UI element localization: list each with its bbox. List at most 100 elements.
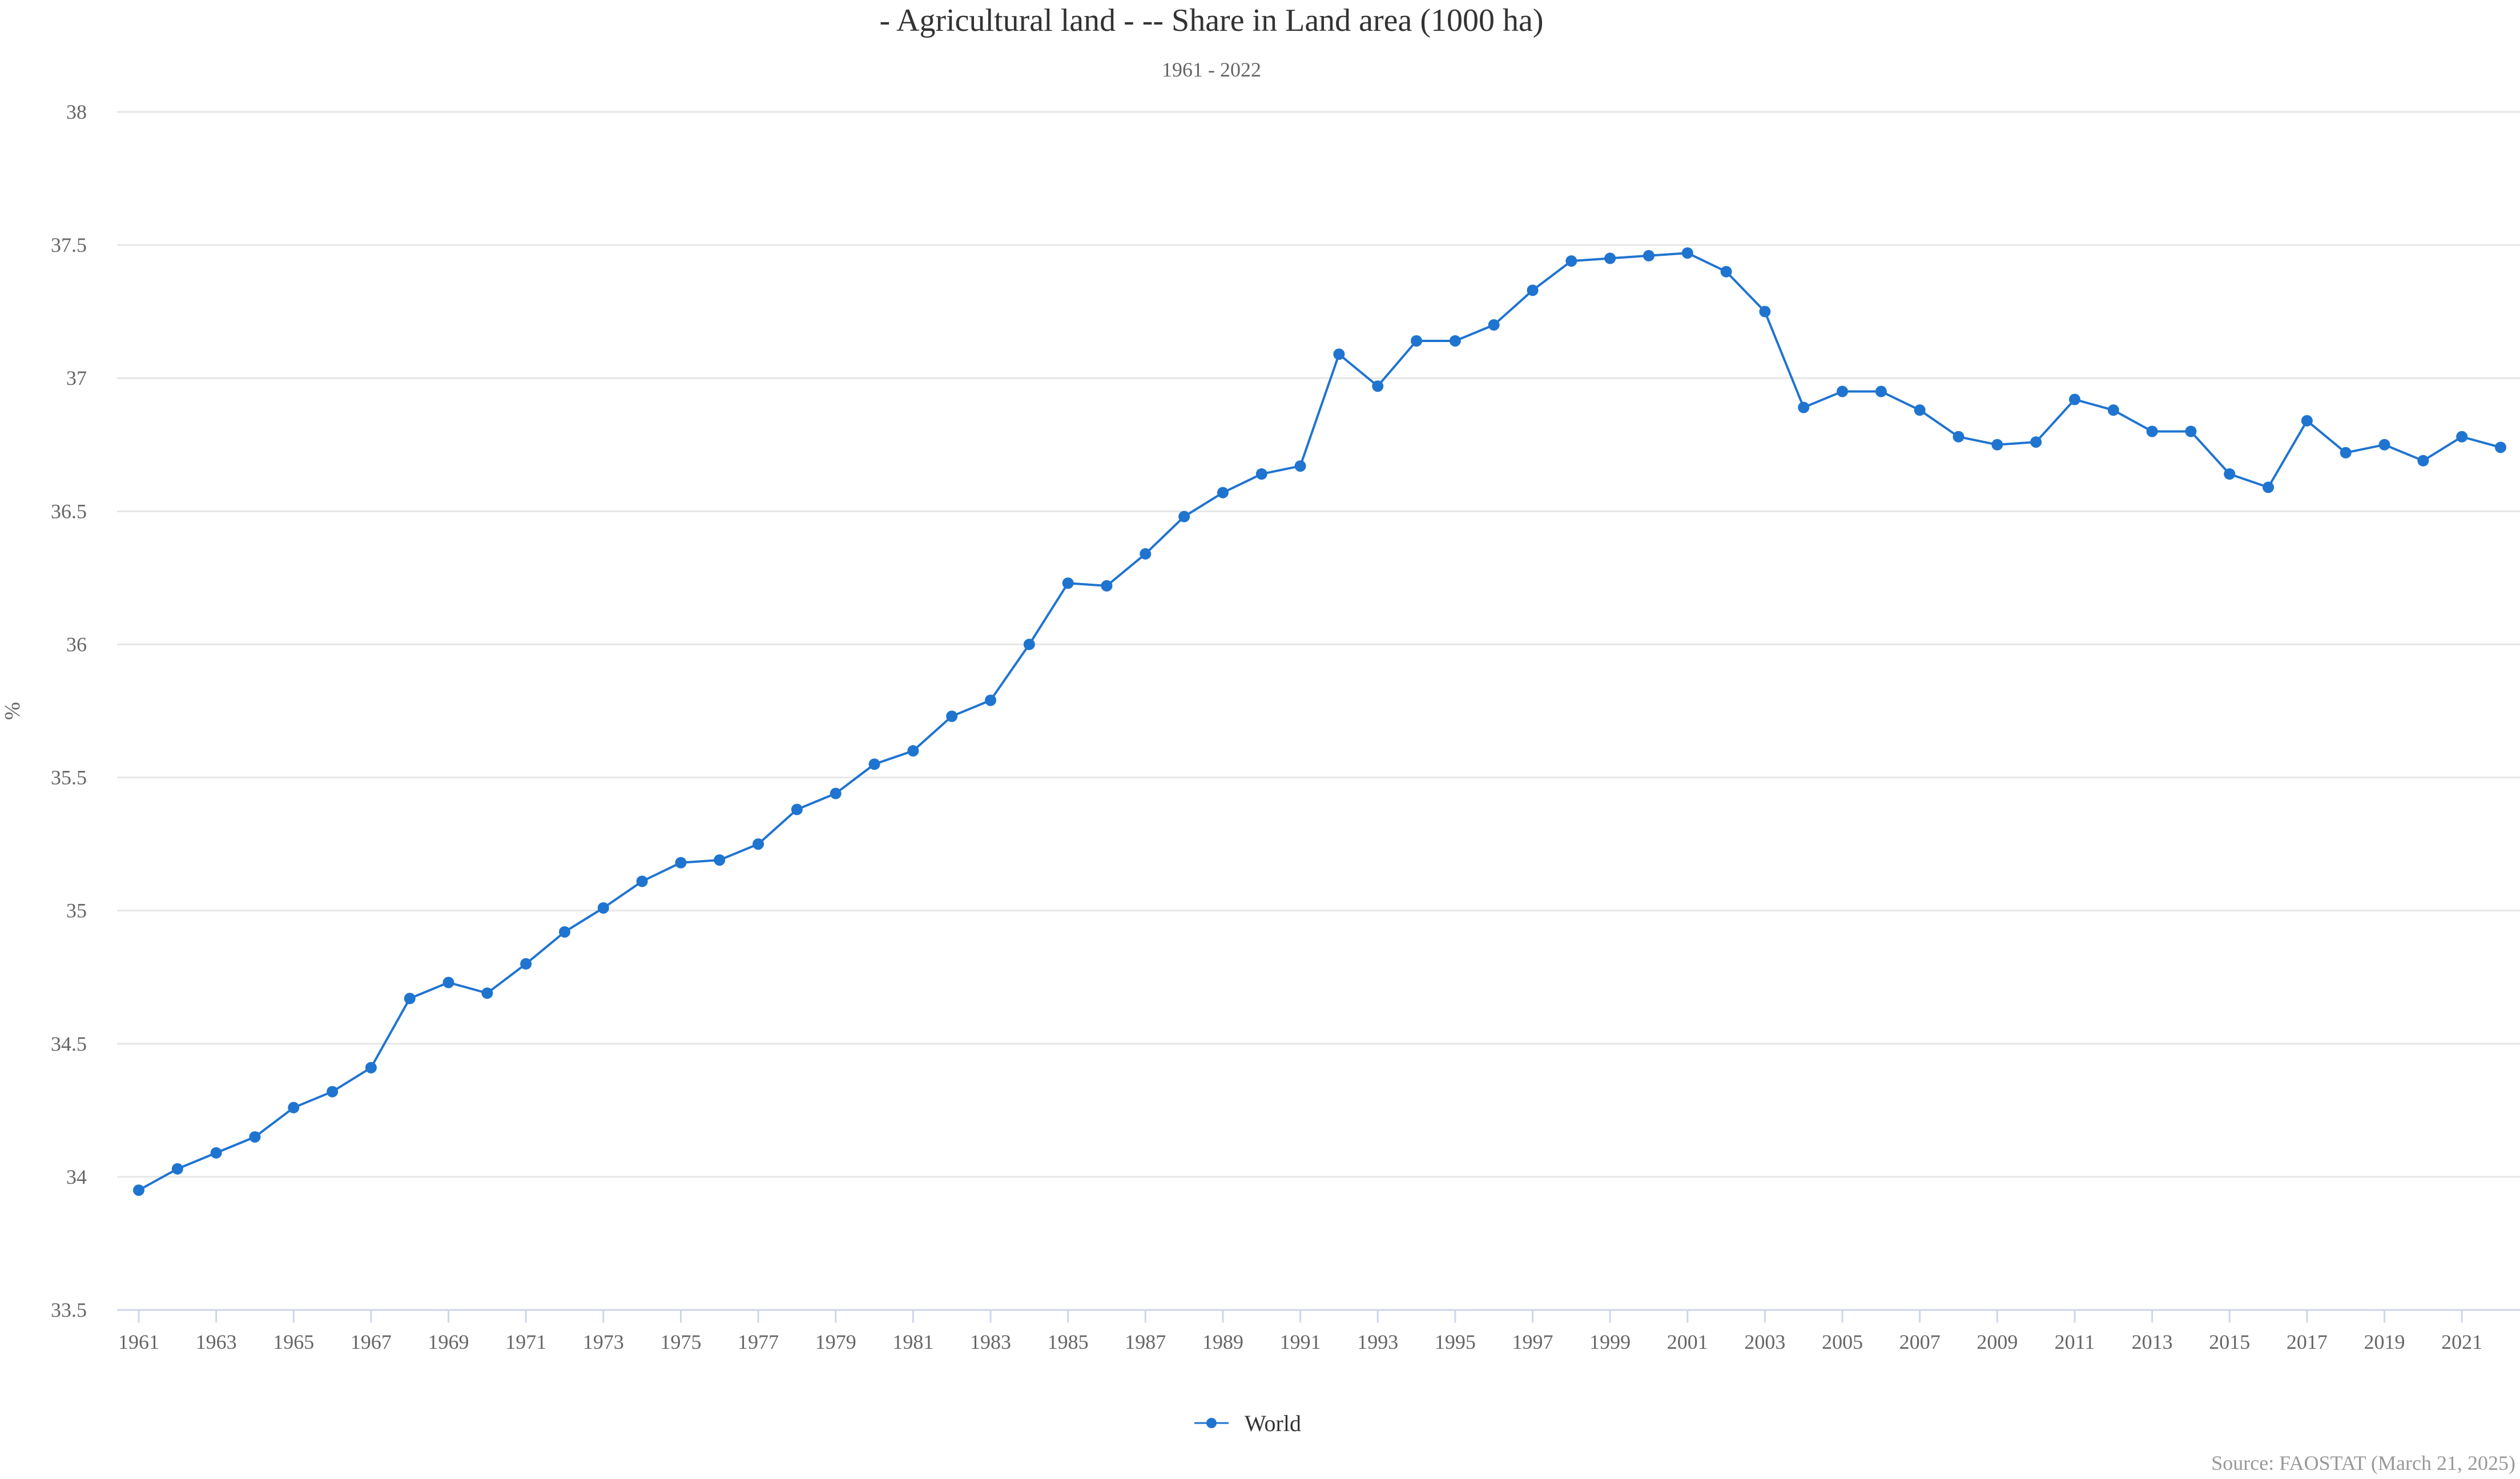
data-point[interactable]: [714, 854, 726, 866]
data-point[interactable]: [481, 987, 493, 999]
data-point[interactable]: [2301, 415, 2313, 427]
data-point[interactable]: [249, 1131, 261, 1143]
data-point[interactable]: [830, 787, 842, 799]
data-point[interactable]: [1178, 511, 1190, 523]
y-tick-label: 38: [66, 101, 87, 123]
y-tick-label: 36.5: [51, 500, 87, 523]
x-tick-label: 1995: [1435, 1331, 1476, 1353]
data-point[interactable]: [520, 958, 532, 970]
data-point[interactable]: [133, 1184, 144, 1196]
y-tick-label: 36: [66, 633, 87, 656]
chart-title: - Agricultural land - -- Share in Land a…: [879, 3, 1543, 38]
x-tick-label: 2009: [1976, 1331, 2018, 1353]
y-tick-label: 33.5: [51, 1299, 87, 1321]
data-point[interactable]: [1875, 385, 1887, 397]
data-point[interactable]: [1643, 250, 1654, 262]
data-point[interactable]: [1565, 255, 1577, 267]
data-point[interactable]: [2378, 439, 2390, 451]
y-tick-label: 34: [66, 1165, 87, 1188]
data-point[interactable]: [636, 875, 648, 887]
data-point[interactable]: [2263, 481, 2275, 493]
x-tick-label: 2019: [2364, 1331, 2405, 1353]
legend[interactable]: World: [1194, 1410, 1301, 1436]
data-point[interactable]: [1991, 439, 2003, 451]
data-point[interactable]: [2185, 425, 2197, 437]
data-point[interactable]: [1759, 306, 1771, 317]
data-point[interactable]: [2495, 441, 2506, 453]
x-tick-label: 1991: [1280, 1331, 1321, 1353]
x-tick-label: 1985: [1048, 1331, 1089, 1353]
x-tick-label: 2015: [2209, 1331, 2250, 1353]
data-point[interactable]: [327, 1086, 339, 1098]
x-tick-label: 1977: [738, 1331, 779, 1353]
data-point[interactable]: [1101, 580, 1113, 592]
x-tick-label: 1969: [428, 1331, 469, 1353]
data-point[interactable]: [1255, 468, 1267, 480]
x-tick-label: 1983: [970, 1331, 1011, 1353]
data-point[interactable]: [1604, 252, 1616, 264]
data-point[interactable]: [365, 1062, 377, 1074]
data-point[interactable]: [2340, 447, 2352, 459]
data-point[interactable]: [1294, 460, 1306, 472]
data-point[interactable]: [2107, 404, 2119, 416]
x-tick-label: 1967: [351, 1331, 392, 1353]
data-point[interactable]: [288, 1102, 300, 1114]
x-tick-label: 2011: [2055, 1331, 2095, 1353]
data-point[interactable]: [2456, 431, 2468, 443]
data-point[interactable]: [404, 992, 416, 1004]
data-point[interactable]: [597, 902, 609, 914]
x-tick-label: 1989: [1202, 1331, 1243, 1353]
data-point[interactable]: [1372, 380, 1384, 392]
x-tick-label: 1987: [1125, 1331, 1166, 1353]
x-tick-label: 1971: [505, 1331, 546, 1353]
data-point[interactable]: [752, 838, 764, 850]
data-point[interactable]: [868, 758, 880, 770]
grid-lines: [117, 111, 2520, 1178]
y-tick-label: 37: [66, 367, 87, 389]
data-point[interactable]: [171, 1163, 183, 1175]
data-point[interactable]: [791, 803, 803, 815]
data-point[interactable]: [1798, 401, 1810, 413]
y-tick-label: 34.5: [51, 1032, 87, 1055]
data-point[interactable]: [2068, 393, 2080, 405]
data-point[interactable]: [946, 710, 958, 722]
data-point[interactable]: [1449, 335, 1461, 347]
data-point[interactable]: [1411, 335, 1423, 347]
data-point[interactable]: [1527, 284, 1539, 296]
x-tick-label: 2013: [2132, 1331, 2173, 1353]
data-point[interactable]: [210, 1147, 222, 1159]
x-tick-label: 1965: [273, 1331, 314, 1353]
data-point[interactable]: [1023, 638, 1035, 650]
data-point[interactable]: [985, 694, 997, 706]
data-point[interactable]: [1914, 404, 1926, 416]
data-point[interactable]: [559, 926, 571, 938]
data-point[interactable]: [1488, 319, 1500, 331]
y-axis-label: %: [1, 702, 25, 720]
y-tick-label: 35.5: [51, 766, 87, 789]
data-point[interactable]: [1681, 247, 1693, 259]
x-axis: 1961 1963 1965 1967 1969 1971 1973 1975 1977 1979…: [117, 1309, 2520, 1353]
data-point[interactable]: [442, 976, 454, 988]
data-point[interactable]: [675, 857, 687, 869]
data-point[interactable]: [2417, 455, 2429, 467]
data-point[interactable]: [2224, 468, 2236, 480]
data-point[interactable]: [2030, 436, 2042, 448]
data-point[interactable]: [1333, 348, 1345, 360]
data-point[interactable]: [2146, 425, 2158, 437]
y-tick-label: 37.5: [51, 234, 87, 256]
data-point[interactable]: [1953, 431, 1965, 443]
x-tick-label: 1997: [1512, 1331, 1553, 1353]
series-world: [133, 247, 2506, 1196]
x-tick-label: 2005: [1822, 1331, 1863, 1353]
data-point[interactable]: [1720, 266, 1732, 278]
x-tick-label: 2001: [1667, 1331, 1708, 1353]
data-point[interactable]: [907, 745, 919, 757]
data-point[interactable]: [1140, 548, 1152, 560]
series-line-world: [138, 252, 2501, 1191]
data-point[interactable]: [1062, 577, 1074, 589]
data-point[interactable]: [1837, 385, 1849, 397]
source-credit: Source: FAOSTAT (March 21, 2025): [2211, 1452, 2515, 1474]
y-tick-label: 35: [66, 899, 87, 922]
data-point[interactable]: [1217, 487, 1229, 499]
